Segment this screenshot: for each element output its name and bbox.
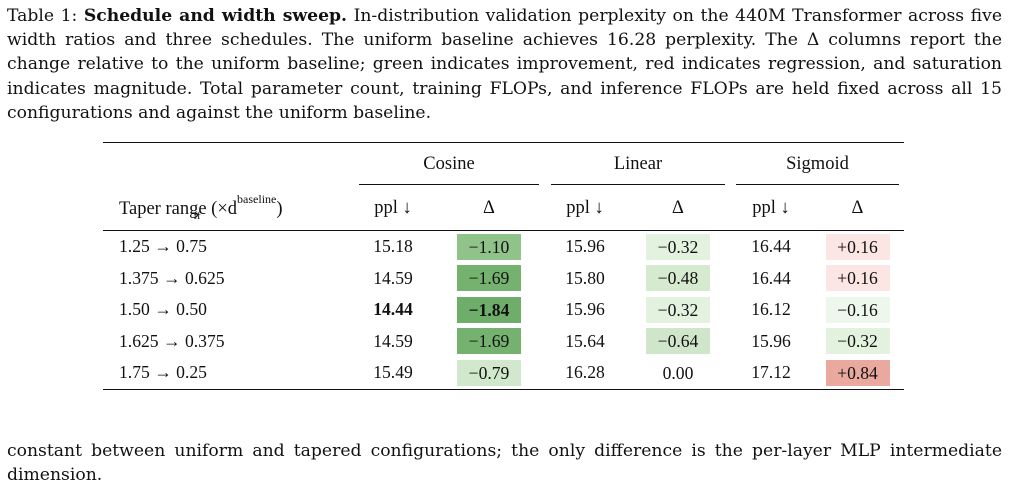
row-header-taper-range: Taper range (×dbaseline) ff: [119, 192, 283, 223]
body-text-continuation: constant between uniform and tapered con…: [7, 441, 1002, 486]
caption-title: Schedule and width sweep.: [83, 6, 348, 26]
group-header-linear: Linear: [545, 143, 731, 188]
group-header-row: Cosine Linear Sigmoid: [103, 142, 904, 188]
table-row: 1.375 → 0.625 14.59 −1.69 15.80 −0.48 16…: [103, 263, 904, 295]
table-row: 1.625 → 0.375 14.59 −1.69 15.64 −0.64 15…: [103, 326, 904, 358]
col-header-sig-delta: Δ: [851, 198, 864, 218]
schedule-width-table: Cosine Linear Sigmoid Taper range (×dbas…: [103, 142, 904, 390]
col-header-lin-ppl: ppl ↓: [566, 198, 604, 218]
table-row: 1.25 → 0.75 15.18 −1.10 15.96 −0.32 16.4…: [103, 230, 904, 263]
table-row: 1.75 → 0.25 15.49 −0.79 16.28 0.00 17.12…: [103, 357, 904, 389]
table-caption: Table 1: Schedule and width sweep. In-di…: [7, 4, 1002, 125]
caption-text: In-distribution validation perplexity on…: [7, 6, 1002, 123]
group-header-sigmoid: Sigmoid: [731, 143, 904, 188]
table-row: 1.50 → 0.50 14.44 −1.84 15.96 −0.32 16.1…: [103, 294, 904, 326]
caption-label: Table 1:: [7, 6, 78, 26]
column-header-row: Taper range (×dbaseline) ff ppl ↓ Δ ppl ↓…: [103, 187, 904, 231]
group-header-cosine: Cosine: [353, 143, 545, 188]
col-header-lin-delta: Δ: [672, 198, 684, 218]
col-header-sig-ppl: ppl ↓: [752, 198, 790, 218]
col-header-cos-delta: Δ: [483, 198, 495, 218]
col-header-cos-ppl: ppl ↓: [374, 198, 412, 218]
